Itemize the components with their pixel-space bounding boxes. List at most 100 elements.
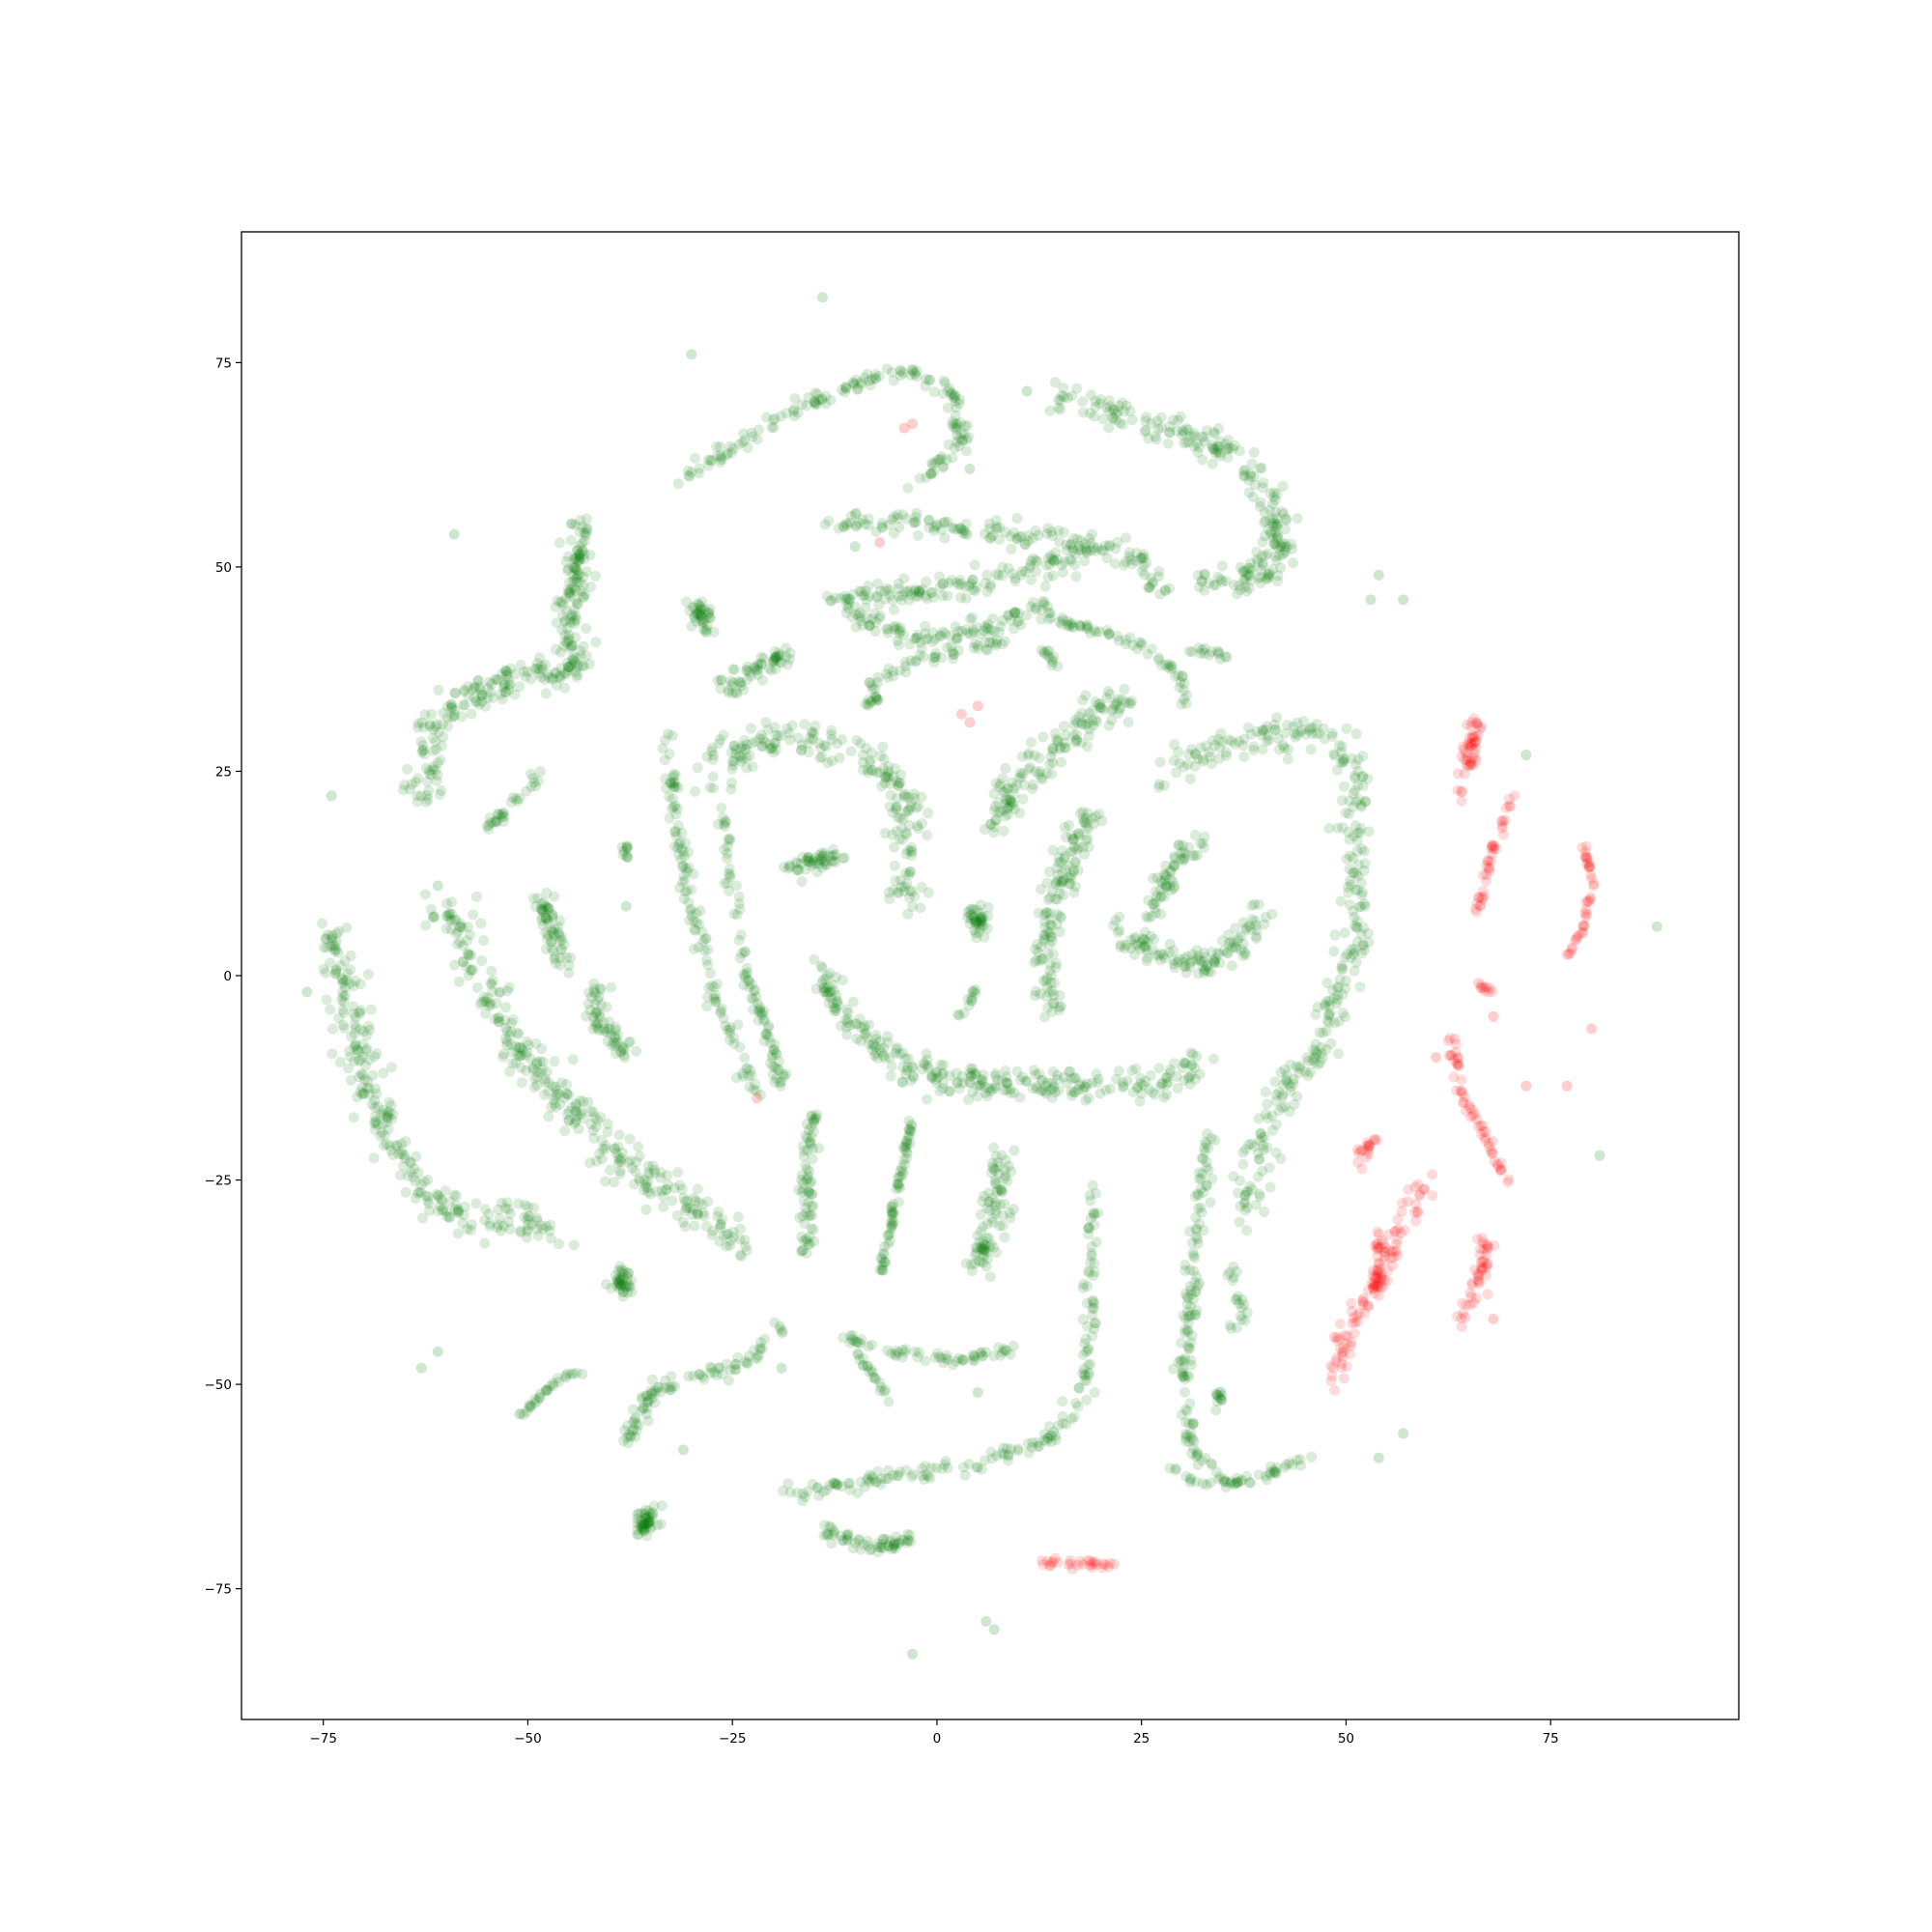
data-point	[1006, 543, 1017, 554]
data-point	[563, 1089, 575, 1100]
data-point	[1264, 1181, 1276, 1193]
data-point	[352, 1044, 363, 1056]
data-point	[568, 576, 579, 587]
data-point	[484, 812, 496, 824]
data-point	[1583, 861, 1595, 872]
data-point	[1083, 822, 1094, 834]
data-point	[416, 747, 428, 758]
data-point	[422, 793, 434, 805]
data-point	[415, 1186, 427, 1198]
data-point	[553, 921, 564, 932]
data-point	[642, 1415, 654, 1427]
data-point	[480, 700, 491, 712]
data-point	[572, 1110, 583, 1122]
data-point	[629, 1165, 640, 1177]
data-point	[577, 537, 588, 549]
data-point	[502, 668, 513, 680]
data-point	[707, 1225, 719, 1236]
data-point	[510, 793, 522, 805]
data-point	[499, 686, 511, 697]
data-point	[480, 1204, 491, 1215]
data-point	[419, 709, 431, 721]
data-point	[486, 965, 497, 977]
data-point	[445, 923, 457, 935]
data-point	[1114, 924, 1125, 936]
data-point	[1072, 544, 1084, 555]
data-point	[1155, 875, 1167, 887]
data-point	[715, 450, 726, 462]
data-point	[822, 757, 834, 769]
data-point	[456, 711, 468, 723]
data-point	[911, 365, 923, 377]
data-point	[554, 935, 565, 947]
data-point	[585, 1106, 597, 1118]
data-point	[939, 378, 951, 388]
data-point	[321, 942, 332, 953]
data-point	[358, 1088, 370, 1099]
data-point	[959, 1469, 971, 1481]
data-point	[943, 385, 954, 397]
data-point	[406, 1157, 416, 1169]
data-point	[498, 679, 510, 691]
data-point	[1044, 1421, 1055, 1432]
data-point	[724, 885, 735, 896]
data-point	[316, 918, 327, 929]
data-point	[412, 722, 423, 733]
data-point	[514, 1041, 526, 1053]
data-point	[523, 1210, 534, 1222]
data-point	[714, 1236, 725, 1247]
data-point	[871, 1053, 883, 1065]
data-point	[642, 1182, 654, 1193]
data-point	[410, 1192, 421, 1204]
data-point	[487, 692, 498, 703]
data-point	[984, 532, 995, 544]
data-point	[645, 1188, 656, 1200]
data-point	[1352, 1316, 1364, 1327]
data-point	[1343, 887, 1353, 898]
data-point	[888, 1540, 899, 1551]
data-point	[862, 368, 873, 380]
data-point	[755, 1337, 766, 1349]
data-point	[604, 1023, 615, 1035]
data-point	[615, 1152, 627, 1164]
data-point	[423, 768, 435, 780]
data-point	[572, 570, 583, 582]
data-point	[1198, 956, 1209, 968]
data-point	[574, 1094, 585, 1106]
data-point	[530, 1037, 542, 1049]
data-point	[756, 659, 768, 670]
data-point	[1503, 1174, 1515, 1185]
data-point	[438, 731, 449, 743]
data-point	[649, 1167, 661, 1179]
data-point	[432, 757, 443, 769]
data-point	[1245, 728, 1257, 740]
data-point	[497, 682, 509, 694]
data-point	[1046, 660, 1058, 671]
data-point	[681, 596, 693, 608]
data-point	[1086, 1248, 1097, 1260]
data-point	[605, 1164, 616, 1176]
data-point	[344, 978, 355, 989]
data-point	[761, 412, 772, 423]
data-point	[712, 1210, 724, 1222]
data-point	[493, 1204, 504, 1215]
data-point	[1049, 377, 1061, 388]
data-point	[497, 1048, 509, 1060]
data-point	[344, 1045, 355, 1057]
data-point	[998, 825, 1009, 837]
data-point	[581, 1010, 592, 1022]
data-point	[427, 912, 439, 923]
data-point	[1285, 1086, 1296, 1096]
data-point	[956, 435, 968, 446]
data-point	[1179, 1264, 1191, 1276]
data-point	[519, 1199, 530, 1210]
data-point	[855, 1544, 867, 1555]
data-point	[1335, 895, 1347, 907]
data-point	[1356, 948, 1368, 959]
data-point	[1015, 619, 1027, 631]
data-point	[909, 368, 921, 380]
data-point	[676, 1183, 688, 1195]
data-point	[539, 1076, 551, 1088]
data-point	[874, 1378, 886, 1388]
data-point	[560, 555, 572, 567]
